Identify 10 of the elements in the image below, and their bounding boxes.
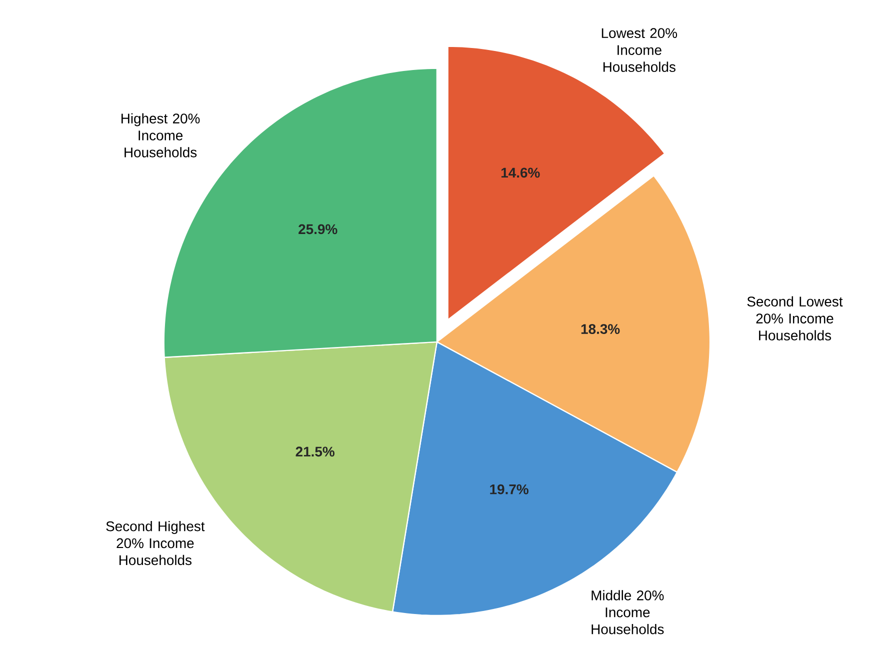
slice-label: Second Highest 20% Income Households (106, 520, 205, 566)
slice-label: Lowest 20% Income Households (602, 28, 678, 72)
data-label: 14.6% (501, 168, 540, 178)
data-label: 25.9% (298, 224, 338, 234)
data-label: 21.5% (296, 446, 334, 457)
slice-label: Second Lowest 20% Income Households (747, 296, 843, 340)
slice-label: Middle 20% Income Households (592, 590, 664, 634)
data-label: 19.7% (490, 484, 528, 494)
slice-label: Highest 20% Income Households (122, 113, 200, 158)
data-label: 18.3% (581, 324, 620, 334)
